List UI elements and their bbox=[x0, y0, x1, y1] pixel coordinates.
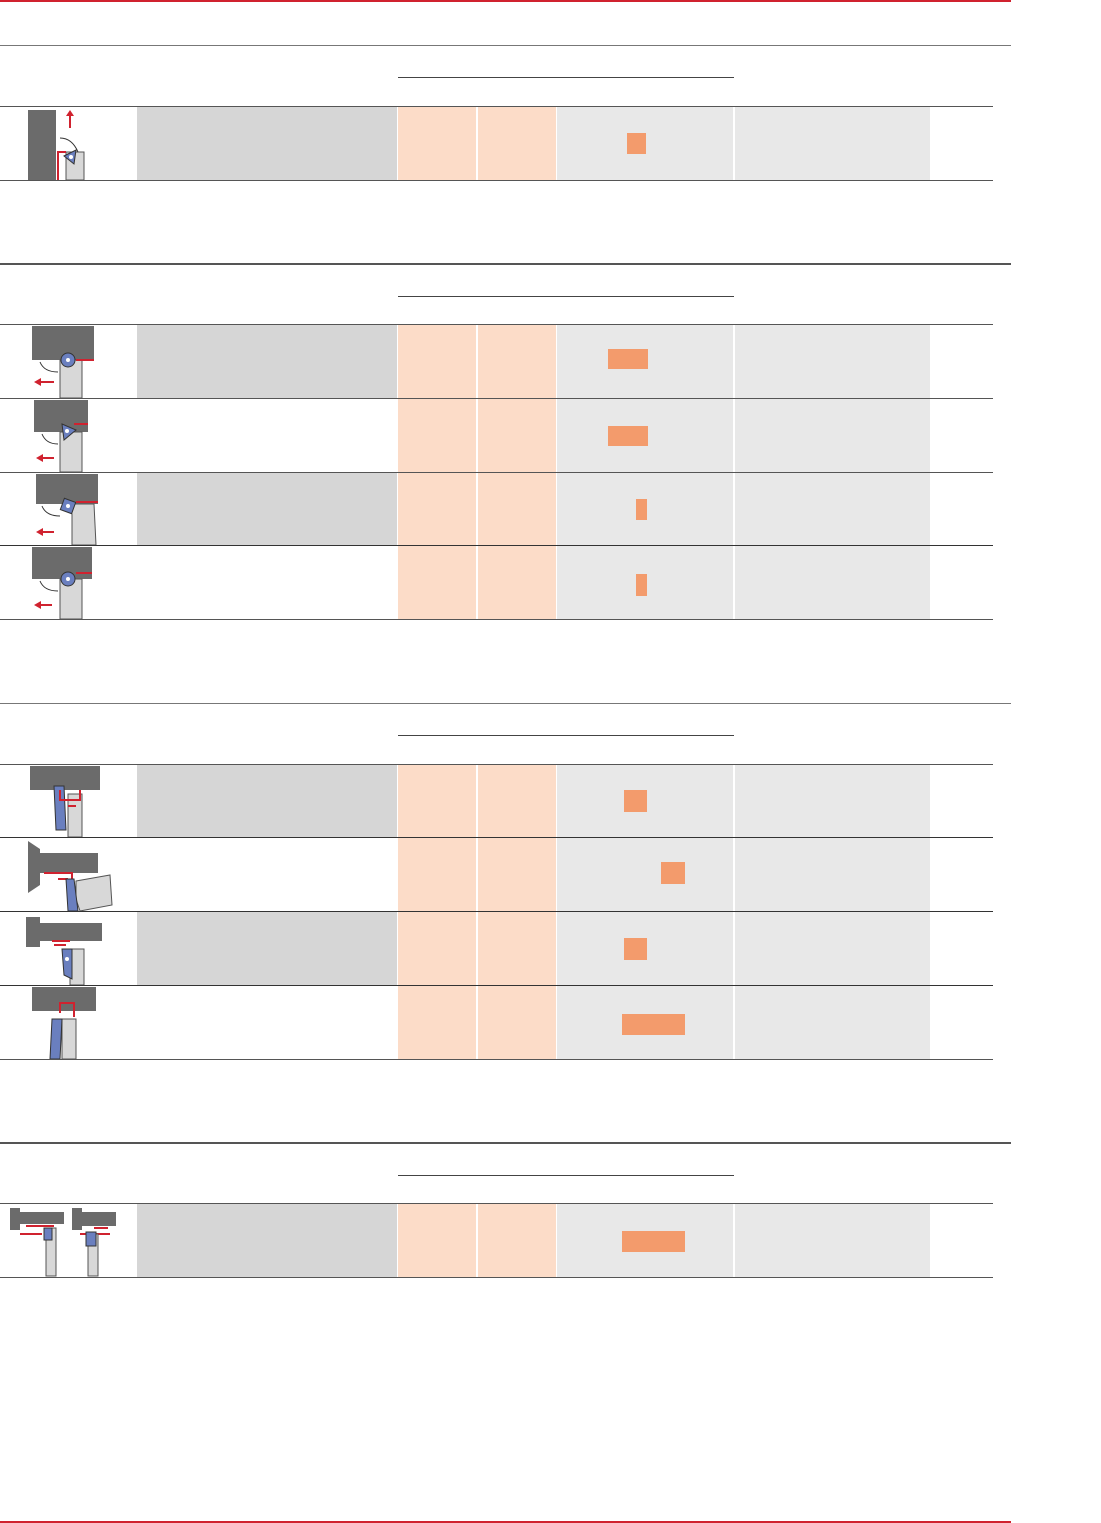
section-2-header-rule bbox=[0, 324, 993, 325]
turning-round-icon bbox=[32, 547, 92, 619]
section-2-subheader-rule bbox=[398, 296, 734, 297]
table-row-extra bbox=[735, 399, 930, 472]
table-row-range bbox=[557, 399, 733, 472]
table-row-extra bbox=[735, 838, 930, 911]
table-row-param-2 bbox=[478, 325, 556, 398]
table-row-range bbox=[557, 473, 733, 545]
table-row-range bbox=[557, 325, 733, 398]
table-row-extra bbox=[735, 986, 930, 1059]
table-row-param-1 bbox=[398, 986, 476, 1059]
turning-triangle-icon bbox=[34, 400, 88, 472]
section-4-header-rule bbox=[0, 1203, 993, 1204]
table-row-desc bbox=[137, 473, 397, 545]
table-row-param-2 bbox=[478, 765, 556, 837]
table-row-param-1 bbox=[398, 912, 476, 985]
range-bar bbox=[624, 938, 647, 960]
table-row-param-1 bbox=[398, 399, 476, 472]
row-rule bbox=[0, 985, 993, 986]
table-row-param-1 bbox=[398, 546, 476, 619]
table-row-param-2 bbox=[478, 912, 556, 985]
range-bar bbox=[622, 1231, 685, 1252]
table-row-extra bbox=[735, 325, 930, 398]
range-bar bbox=[661, 862, 685, 884]
table-row-desc bbox=[137, 765, 397, 837]
section-3-header-rule bbox=[0, 764, 993, 765]
section-1-bottom-rule bbox=[0, 180, 993, 181]
section-4-bottom-rule bbox=[0, 1277, 993, 1278]
table-row-param-2 bbox=[478, 986, 556, 1059]
section-3-subheader-rule bbox=[398, 735, 734, 736]
row-rule bbox=[0, 837, 993, 838]
section-1-header-rule bbox=[0, 106, 993, 107]
row-rule bbox=[0, 472, 993, 473]
table-row-desc bbox=[137, 325, 397, 398]
range-bar bbox=[608, 426, 648, 446]
table-row-range bbox=[557, 107, 733, 180]
turning-square-icon bbox=[36, 474, 98, 545]
grooving-blade-icon bbox=[30, 766, 100, 837]
table-row-param-2 bbox=[478, 399, 556, 472]
table-row-desc bbox=[137, 1204, 397, 1277]
section-3-bottom-rule bbox=[0, 1059, 993, 1060]
table-row-range bbox=[557, 765, 733, 837]
section-1-rule bbox=[0, 45, 1011, 46]
table-row-range bbox=[557, 986, 733, 1059]
bottom-brand-rule bbox=[0, 1521, 1011, 1523]
table-row-param-2 bbox=[478, 838, 556, 911]
table-row-extra bbox=[735, 1204, 930, 1277]
table-row-extra bbox=[735, 107, 930, 180]
table-row-param-1 bbox=[398, 325, 476, 398]
table-row-param-2 bbox=[478, 546, 556, 619]
table-row-desc bbox=[137, 107, 397, 180]
table-row-range bbox=[557, 838, 733, 911]
section-2-bottom-rule bbox=[0, 619, 993, 620]
table-row-extra bbox=[735, 473, 930, 545]
row-rule bbox=[0, 398, 993, 399]
table-row-range bbox=[557, 1204, 733, 1277]
parting-off-icon bbox=[32, 987, 96, 1059]
shaft-grooving-icon bbox=[26, 917, 102, 985]
facing-up-icon bbox=[28, 110, 85, 180]
multi-directional-icon bbox=[10, 1208, 116, 1277]
table-row-desc bbox=[137, 986, 397, 1059]
table-row-param-1 bbox=[398, 838, 476, 911]
table-row-param-2 bbox=[478, 107, 556, 180]
section-2-rule bbox=[0, 263, 1011, 265]
face-grooving-icon bbox=[28, 841, 113, 911]
table-row-param-1 bbox=[398, 107, 476, 180]
table-row-desc bbox=[137, 912, 397, 985]
row-rule bbox=[0, 911, 993, 912]
row-rule bbox=[0, 545, 993, 546]
section-4-rule bbox=[0, 1142, 1011, 1144]
section-4-subheader-rule bbox=[398, 1175, 734, 1176]
table-row-extra bbox=[735, 912, 930, 985]
table-row-param-2 bbox=[478, 473, 556, 545]
turning-trigon-icon bbox=[32, 326, 94, 398]
section-3-rule bbox=[0, 703, 1011, 704]
table-row-range bbox=[557, 912, 733, 985]
range-bar bbox=[627, 133, 646, 154]
table-row-desc bbox=[137, 399, 397, 472]
table-row-param-2 bbox=[478, 1204, 556, 1277]
table-row-desc bbox=[137, 546, 397, 619]
range-bar bbox=[608, 349, 648, 369]
range-bar bbox=[636, 499, 647, 520]
section-1-subheader-rule bbox=[398, 77, 734, 78]
range-bar bbox=[622, 1014, 685, 1035]
table-row-param-1 bbox=[398, 765, 476, 837]
table-row-extra bbox=[735, 765, 930, 837]
top-brand-rule bbox=[0, 0, 1011, 2]
range-bar bbox=[624, 790, 647, 812]
table-row-param-1 bbox=[398, 473, 476, 545]
range-bar bbox=[636, 574, 647, 596]
table-row-extra bbox=[735, 546, 930, 619]
table-row-desc bbox=[137, 838, 397, 911]
table-row-param-1 bbox=[398, 1204, 476, 1277]
table-row-range bbox=[557, 546, 733, 619]
